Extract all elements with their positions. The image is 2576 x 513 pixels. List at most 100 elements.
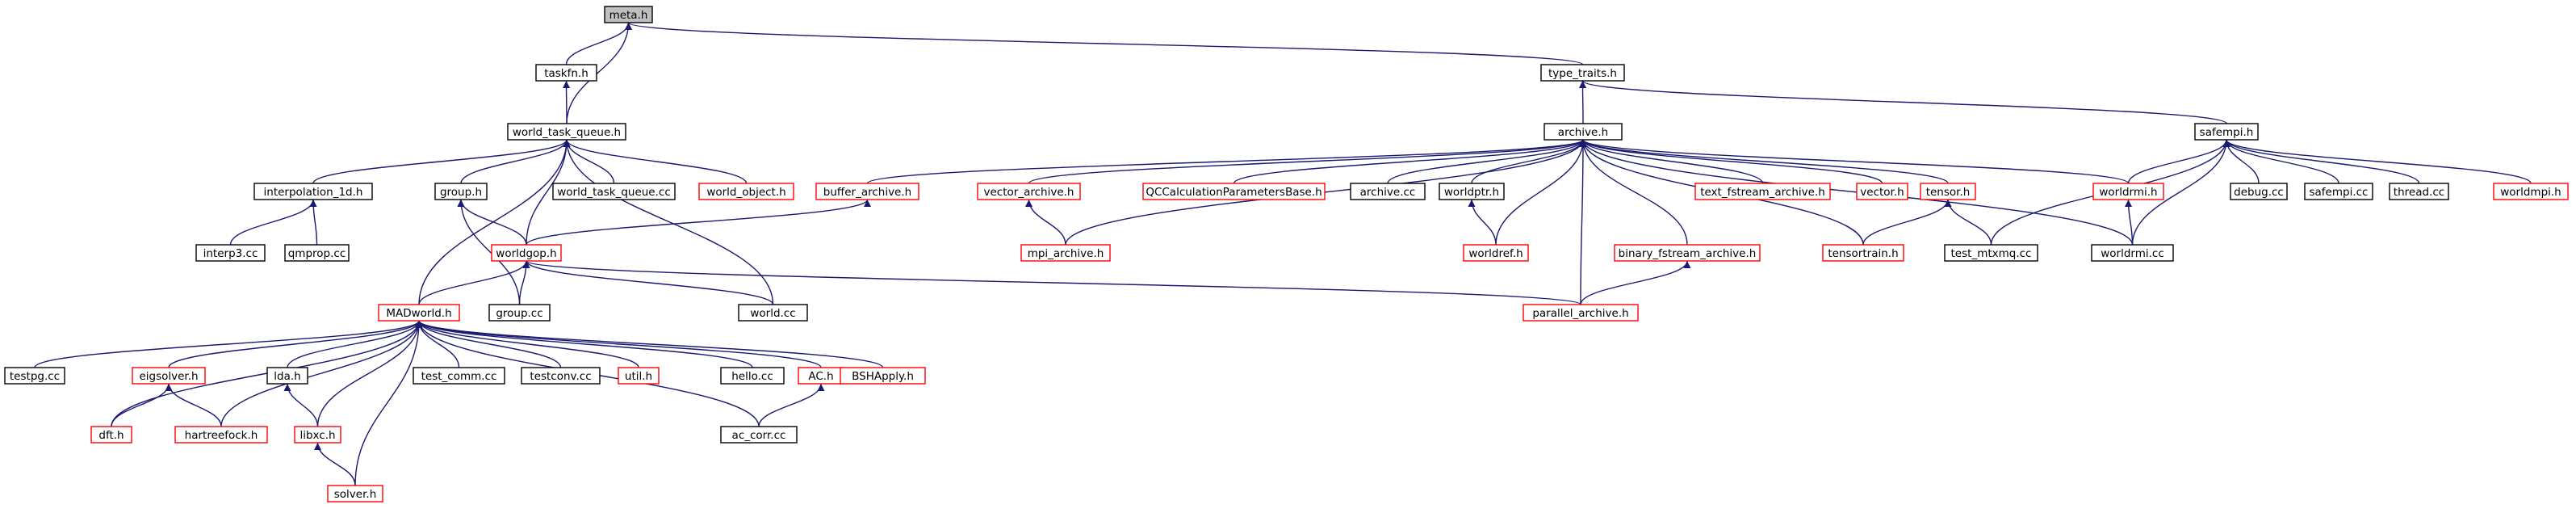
node-testconv[interactable]: testconv.cc [521,367,601,385]
node-box [2092,183,2164,200]
node-testmtx[interactable]: test_mtxmq.cc [1944,244,2038,262]
edge-tensortrain-to-tensorh [1862,199,1952,246]
node-interp3[interactable]: interp3.cc [195,244,266,262]
node-qmprop[interactable]: qmprop.cc [284,244,350,262]
node-box [327,485,383,502]
node-box [840,367,926,385]
node-safempi[interactable]: safempi.h [2194,123,2259,141]
edge-testconv-to-madworld [415,320,562,368]
node-bufferarch[interactable]: buffer_archive.h [815,183,919,200]
node-lda[interactable]: lda.h [266,367,308,385]
node-box [253,183,373,200]
node-worldmpi[interactable]: worldmpi.h [2493,183,2569,200]
node-box [1020,244,1111,262]
node-libxc[interactable]: libxc.h [294,426,341,444]
node-debugcc[interactable]: debug.cc [2230,183,2288,200]
node-type_traits[interactable]: type_traits.h [1540,64,1625,82]
node-archivecc[interactable]: archive.cc [1350,183,1426,200]
node-label: qmprop.cc [288,247,346,260]
node-box [1463,244,1529,262]
node-tensortrain[interactable]: tensortrain.h [1822,244,1904,262]
node-parallelarch[interactable]: parallel_archive.h [1523,304,1639,322]
node-dft[interactable]: dft.h [90,426,132,444]
node-testpg[interactable]: testpg.cc [4,367,65,385]
node-tensorh[interactable]: tensor.h [1920,183,1976,200]
node-box [413,367,505,385]
node-mpiarch[interactable]: mpi_archive.h [1020,244,1111,262]
node-label: eigsolver.h [139,370,198,383]
node-hello[interactable]: hello.cc [720,367,785,385]
node-vectorh[interactable]: vector.h [1856,183,1908,200]
node-safempicc[interactable]: safempi.cc [2304,183,2373,200]
node-solver[interactable]: solver.h [327,485,383,502]
node-bshapply[interactable]: BSHApply.h [840,367,926,385]
node-worldcc[interactable]: world.cc [738,304,808,322]
node-wtqcc[interactable]: world_task_queue.cc [552,183,676,200]
node-hartree[interactable]: hartreefock.h [174,426,268,444]
node-label: hello.cc [731,370,773,383]
node-worldobject[interactable]: world_object.h [698,183,794,200]
node-ac[interactable]: AC.h [798,367,844,385]
node-worldptr[interactable]: worldptr.h [1439,183,1505,200]
edge-madworld-to-worldgop [418,260,530,305]
node-label: test_comm.cc [421,370,497,383]
edge-worldcc-to-worldgop [522,260,774,305]
node-grouph[interactable]: group.h [434,183,488,200]
edge-bshapply-to-madworld [415,320,884,368]
node-box [1540,64,1625,82]
node-box [2230,183,2288,200]
node-eigsolver[interactable]: eigsolver.h [132,367,206,385]
node-label: worldptr.h [1444,186,1499,199]
node-label: util.h [625,370,652,383]
edge-parallelarch-to-worldgop [522,260,1581,305]
edge-parallelarch-to-binaryfs [1580,260,1691,305]
node-box [2091,244,2174,262]
edge-groupcc-to-worldgop [518,260,530,305]
node-box [491,244,562,262]
node-label: taskfn.h [544,67,589,80]
node-madworld[interactable]: MADworld.h [378,304,460,322]
edges-layer [34,22,2532,486]
edge-hartree-to-eigsolver [165,383,222,427]
node-archive[interactable]: archive.h [1544,123,1623,141]
edge-worldmpi-to-safempi [2222,139,2532,184]
node-worldrmicc[interactable]: worldrmi.cc [2091,244,2174,262]
edge-libxc-to-madworld [316,320,423,427]
node-wtq[interactable]: world_task_queue.h [507,123,626,141]
node-label: binary_fstream_archive.h [1619,247,1757,260]
node-worldrmih[interactable]: worldrmi.h [2092,183,2164,200]
node-worldref[interactable]: worldref.h [1463,244,1529,262]
node-label: type_traits.h [1548,67,1617,80]
node-box [378,304,460,322]
nodes-layer: meta.h taskfn.h type_traits.h world_task_qu… [4,6,2569,502]
node-taskfn[interactable]: taskfn.h [535,64,597,82]
node-box [90,426,132,444]
node-qccalc[interactable]: QCCalculationParametersBase.h [1142,183,1326,200]
node-worldgop[interactable]: worldgop.h [491,244,562,262]
node-label: dft.h [98,429,124,442]
node-box [720,426,798,444]
node-textfs[interactable]: text_fstream_archive.h [1694,183,1831,200]
node-label: text_fstream_archive.h [1700,186,1825,199]
edge-libxc-to-lda [283,383,319,427]
node-binaryfs[interactable]: binary_fstream_archive.h [1614,244,1761,262]
node-util[interactable]: util.h [618,367,660,385]
edge-util-to-madworld [415,320,639,368]
edge-dft-to-eigsolver [111,383,173,427]
node-threadcc[interactable]: thread.cc [2389,183,2449,200]
node-box [815,183,919,200]
node-vectorarch[interactable]: vector_archive.h [977,183,1081,200]
node-label: meta.h [609,9,648,22]
node-interp1d[interactable]: interpolation_1d.h [253,183,373,200]
node-accorr[interactable]: ac_corr.cc [720,426,798,444]
edge-testmtx-to-tensorh [1944,199,1992,246]
node-testcomm[interactable]: test_comm.cc [413,367,505,385]
node-groupcc[interactable]: group.cc [488,304,551,322]
edge-testpg-to-madworld [34,320,423,368]
node-box [507,123,626,141]
edge-qmprop-to-interp1d [309,199,318,246]
node-label: MADworld.h [386,307,451,320]
node-label: debug.cc [2234,186,2284,199]
edge-bufferarch-to-archive [866,139,1587,184]
